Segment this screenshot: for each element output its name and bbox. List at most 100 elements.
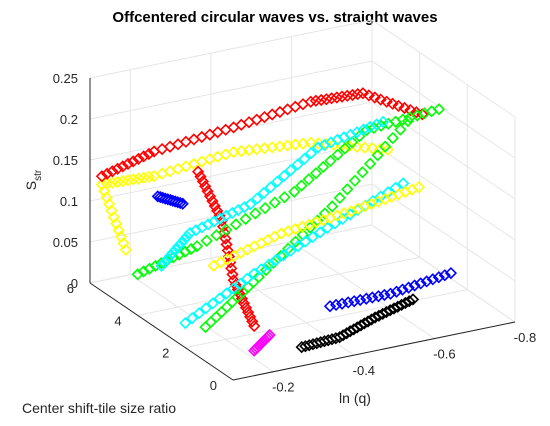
data-point (365, 313, 378, 326)
data-point (192, 307, 206, 320)
data-point (199, 302, 213, 315)
floor-gridline (291, 241, 435, 339)
data-point (116, 160, 129, 173)
data-point (366, 291, 379, 304)
y-tick-label: 0 (210, 378, 217, 393)
data-point (410, 106, 423, 119)
data-point (291, 240, 305, 253)
data-point (395, 298, 408, 312)
data-point (304, 147, 318, 160)
data-point (402, 281, 415, 294)
data-point (178, 233, 191, 246)
data-point (143, 262, 156, 275)
data-point (237, 297, 251, 310)
data-point (106, 165, 119, 178)
data-point (324, 154, 337, 168)
data-point (219, 232, 232, 245)
data-point (196, 175, 210, 188)
data-point (284, 244, 297, 257)
data-point (420, 275, 433, 288)
data-point (329, 298, 343, 312)
data-point (206, 194, 219, 208)
data-point (278, 191, 291, 204)
y-axis-line (89, 282, 234, 381)
data-point (225, 295, 239, 309)
data-point (210, 229, 223, 242)
floor-gridline (130, 274, 274, 373)
data-point (342, 296, 355, 309)
data-series-magenta (248, 328, 276, 357)
data-point (335, 90, 349, 103)
data-point (325, 92, 338, 105)
data-point (331, 148, 344, 161)
z-axis-label-sub: str (33, 169, 44, 181)
data-point (137, 265, 150, 278)
data-point (220, 287, 233, 300)
data-point (404, 103, 417, 117)
data-point (398, 101, 411, 115)
data-point (380, 305, 393, 319)
data-point (320, 93, 333, 106)
x-tick-label: -0.6 (433, 347, 455, 362)
data-point (174, 196, 187, 210)
data-point (166, 246, 179, 259)
data-series-red (95, 87, 429, 183)
data-point (155, 259, 168, 273)
data-point (298, 152, 311, 166)
z-tick-label: 0 (71, 276, 78, 291)
data-point (201, 185, 214, 198)
data-point (306, 230, 319, 244)
data-point (268, 230, 281, 243)
data-point (380, 95, 393, 108)
data-series-black (295, 293, 420, 354)
data-point (158, 256, 171, 269)
data-point (326, 200, 339, 213)
data-point (137, 150, 150, 163)
data-point (225, 262, 238, 275)
data-point (309, 94, 323, 107)
data-point (264, 181, 277, 194)
data-point (176, 197, 189, 210)
data-point (360, 292, 373, 305)
data-point (173, 248, 186, 261)
data-point (327, 138, 341, 151)
data-point (106, 176, 119, 189)
data-point (284, 164, 297, 177)
data-point (132, 172, 145, 185)
data-point (386, 97, 399, 110)
data-point (438, 269, 451, 282)
data-point (376, 115, 390, 129)
floor-gridline (185, 289, 468, 349)
z-axis-label-main: S (23, 181, 39, 190)
data-point (142, 147, 156, 161)
x-axis-label: ln (q) (339, 390, 371, 406)
data-point (277, 169, 291, 183)
data-point (396, 283, 409, 296)
z-tick-label: 0.1 (60, 194, 78, 209)
side-wall-gridline (371, 19, 516, 118)
data-point (323, 300, 337, 313)
data-point (444, 266, 458, 280)
data-point (218, 226, 231, 239)
data-point (408, 279, 421, 292)
data-point (204, 315, 217, 329)
data-series-yellow (207, 181, 425, 272)
back-wall-gridline (89, 183, 373, 243)
data-point (304, 95, 317, 108)
data-point (250, 192, 264, 205)
data-point (257, 186, 270, 200)
data-point (291, 158, 304, 171)
data-point (406, 293, 420, 306)
side-wall-gridline (371, 183, 516, 282)
side-wall-gridline (371, 101, 516, 200)
data-point (371, 149, 384, 162)
data-point (268, 196, 281, 209)
data-point (252, 270, 265, 284)
data-point (401, 114, 415, 128)
data-point (384, 287, 397, 300)
data-series-cyan (155, 115, 390, 273)
data-point (163, 249, 177, 263)
data-point (335, 297, 349, 310)
data-point (390, 285, 403, 298)
